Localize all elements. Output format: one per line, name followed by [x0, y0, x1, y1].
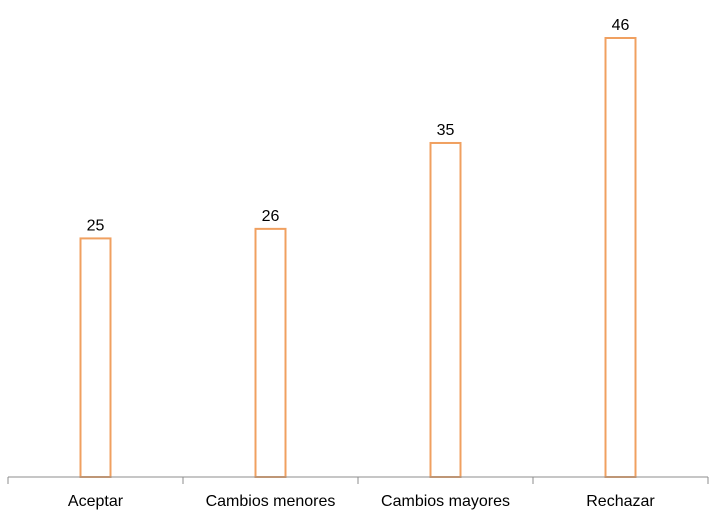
x-tick-label-0: Aceptar: [68, 493, 124, 510]
data-label-0: 25: [87, 217, 105, 234]
data-label-2: 35: [437, 122, 455, 139]
data-labels-group: 25 26 35 46: [87, 17, 630, 234]
bar-0: [79, 237, 112, 478]
bar-1: [254, 227, 287, 478]
bar-2: [429, 141, 462, 478]
x-tick-label-2: Cambios mayores: [381, 493, 510, 510]
data-label-1: 26: [262, 208, 280, 225]
x-tick-label-3: Rechazar: [586, 493, 655, 510]
bar-3: [604, 37, 637, 478]
x-tick-labels: Aceptar Cambios menores Cambios mayores Rec…: [68, 493, 655, 510]
x-tick-label-1: Cambios menores: [206, 493, 336, 510]
data-label-3: 46: [612, 17, 630, 34]
bars-group: [79, 37, 637, 478]
x-axis: [7, 476, 709, 484]
